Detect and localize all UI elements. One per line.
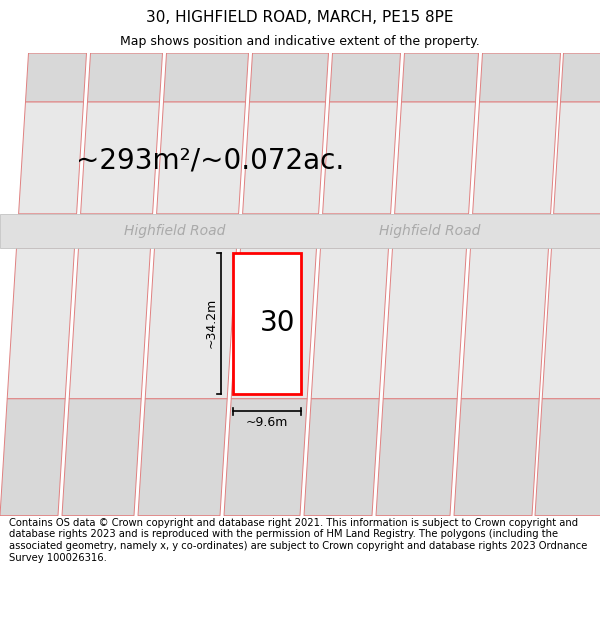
Text: Highfield Road: Highfield Road	[379, 224, 481, 238]
Text: 30: 30	[259, 309, 295, 338]
Polygon shape	[224, 399, 307, 516]
Text: Map shows position and indicative extent of the property.: Map shows position and indicative extent…	[120, 35, 480, 48]
Polygon shape	[323, 102, 398, 214]
Text: Contains OS data © Crown copyright and database right 2021. This information is : Contains OS data © Crown copyright and d…	[9, 518, 587, 562]
Polygon shape	[138, 399, 227, 516]
Polygon shape	[163, 53, 248, 102]
Polygon shape	[376, 399, 457, 516]
Polygon shape	[554, 102, 600, 214]
Polygon shape	[80, 102, 160, 214]
Text: ~9.6m: ~9.6m	[246, 416, 288, 429]
Polygon shape	[231, 248, 317, 399]
Polygon shape	[69, 248, 151, 399]
Polygon shape	[7, 248, 74, 399]
Text: Highfield Road: Highfield Road	[124, 224, 226, 238]
Polygon shape	[479, 53, 560, 102]
Polygon shape	[542, 248, 600, 399]
Text: ~34.2m: ~34.2m	[205, 298, 218, 349]
Polygon shape	[88, 53, 163, 102]
Polygon shape	[145, 248, 236, 399]
Polygon shape	[560, 53, 600, 102]
Polygon shape	[473, 102, 557, 214]
Polygon shape	[0, 399, 65, 516]
Polygon shape	[242, 102, 325, 214]
Polygon shape	[157, 102, 245, 214]
Polygon shape	[62, 399, 141, 516]
Polygon shape	[329, 53, 401, 102]
Polygon shape	[535, 399, 600, 516]
Text: 30, HIGHFIELD ROAD, MARCH, PE15 8PE: 30, HIGHFIELD ROAD, MARCH, PE15 8PE	[146, 9, 454, 24]
Polygon shape	[304, 399, 379, 516]
Text: ~293m²/~0.072ac.: ~293m²/~0.072ac.	[76, 146, 344, 174]
Polygon shape	[250, 53, 329, 102]
Polygon shape	[395, 102, 476, 214]
Polygon shape	[383, 248, 467, 399]
Bar	[233, 253, 301, 394]
Polygon shape	[25, 53, 86, 102]
Bar	[0, 214, 600, 248]
Polygon shape	[454, 399, 539, 516]
Polygon shape	[311, 248, 389, 399]
Polygon shape	[401, 53, 479, 102]
Polygon shape	[19, 102, 83, 214]
Polygon shape	[461, 248, 548, 399]
